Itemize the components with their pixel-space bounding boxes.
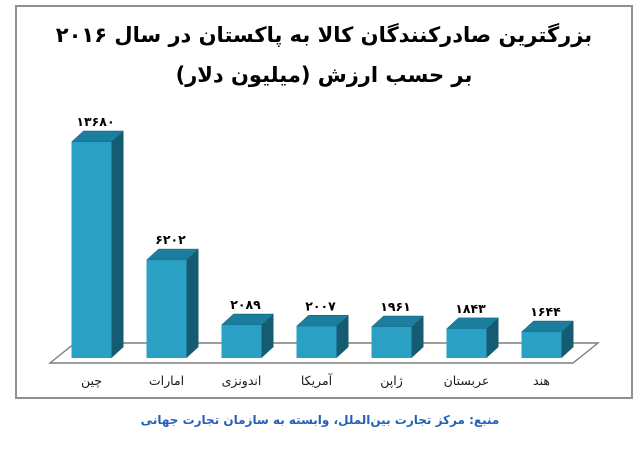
category-label: اندونزی [222, 373, 262, 389]
bar-side-face [261, 314, 274, 358]
bar-side-face [111, 131, 124, 358]
chart-title-line-1: بزرگترین صادرکنندگان کالا به پاکستان در … [55, 23, 593, 47]
chart-title: بزرگترین صادرکنندگان کالا به پاکستان در … [17, 7, 631, 95]
category-label: هند [533, 373, 550, 388]
category-label: آمریکا [301, 373, 333, 389]
bar-value-label: ۱۸۴۳ [455, 301, 486, 316]
bar [521, 332, 562, 358]
bar-value-label: ۲۰۰۷ [305, 298, 336, 313]
category-label: ژاپن [380, 373, 403, 389]
bar-side-face [561, 321, 574, 358]
bar-value-label: ۲۰۸۹ [230, 297, 261, 312]
bar-side-face [486, 317, 499, 358]
bar-value-label: ۱۶۴۴ [530, 304, 561, 319]
bar-side-face [411, 316, 424, 358]
bar [446, 328, 487, 358]
bar [221, 325, 262, 358]
bar [146, 260, 187, 358]
bar [371, 327, 412, 358]
bar-value-label: ۶۲۰۲ [155, 232, 186, 247]
category-label: عربستان [444, 373, 490, 389]
bar-value-label: ۱۹۶۱ [380, 299, 411, 314]
category-label: امارات [149, 373, 184, 389]
bar-side-face [336, 315, 349, 358]
source-caption: منبع: مرکز تجارت بین‌الملل، وابسته به سا… [140, 413, 500, 427]
chart-title-line-2: بر حسب ارزش (میلیون دلار) [175, 63, 473, 87]
bar [71, 142, 112, 358]
bar-side-face [186, 249, 199, 358]
category-label: چین [81, 373, 102, 389]
bar-value-label: ۱۳۶۸۰ [76, 114, 114, 129]
bar [296, 326, 337, 358]
